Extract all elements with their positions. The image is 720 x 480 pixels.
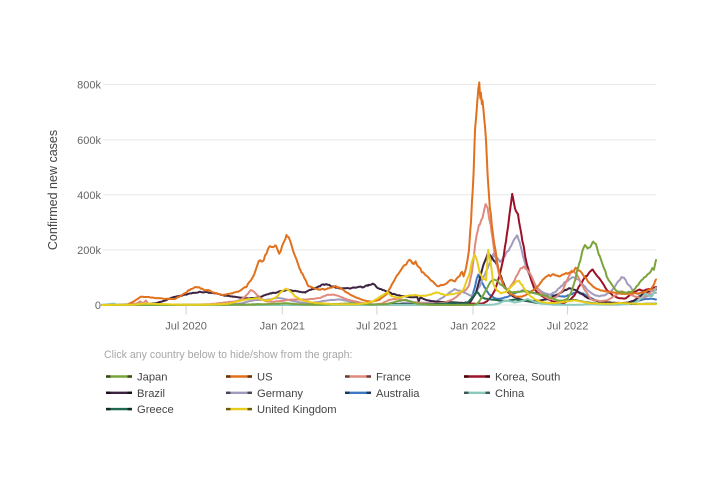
svg-text:France: France bbox=[376, 372, 411, 384]
svg-text:Jul 2020: Jul 2020 bbox=[165, 320, 207, 332]
svg-text:Jan 2021: Jan 2021 bbox=[260, 320, 305, 332]
svg-text:Jul 2022: Jul 2022 bbox=[547, 320, 589, 332]
svg-text:Germany: Germany bbox=[257, 388, 303, 400]
svg-text:Jul 2021: Jul 2021 bbox=[356, 320, 398, 332]
svg-text:US: US bbox=[257, 372, 273, 384]
svg-text:Japan: Japan bbox=[137, 372, 167, 384]
svg-text:Korea, South: Korea, South bbox=[495, 372, 560, 384]
svg-text:Jan 2022: Jan 2022 bbox=[450, 320, 495, 332]
svg-text:United Kingdom: United Kingdom bbox=[257, 404, 337, 416]
svg-text:600k: 600k bbox=[77, 135, 101, 147]
svg-text:Click any country below to hid: Click any country below to hide/show fro… bbox=[104, 349, 353, 361]
svg-text:Brazil: Brazil bbox=[137, 388, 165, 400]
svg-text:Confirmed new cases: Confirmed new cases bbox=[46, 130, 60, 250]
svg-text:200k: 200k bbox=[77, 245, 101, 257]
svg-text:Australia: Australia bbox=[376, 388, 420, 400]
svg-text:800k: 800k bbox=[77, 80, 101, 92]
svg-text:0: 0 bbox=[95, 300, 101, 312]
svg-text:Greece: Greece bbox=[137, 404, 174, 416]
svg-text:China: China bbox=[495, 388, 525, 400]
svg-text:400k: 400k bbox=[77, 190, 101, 202]
